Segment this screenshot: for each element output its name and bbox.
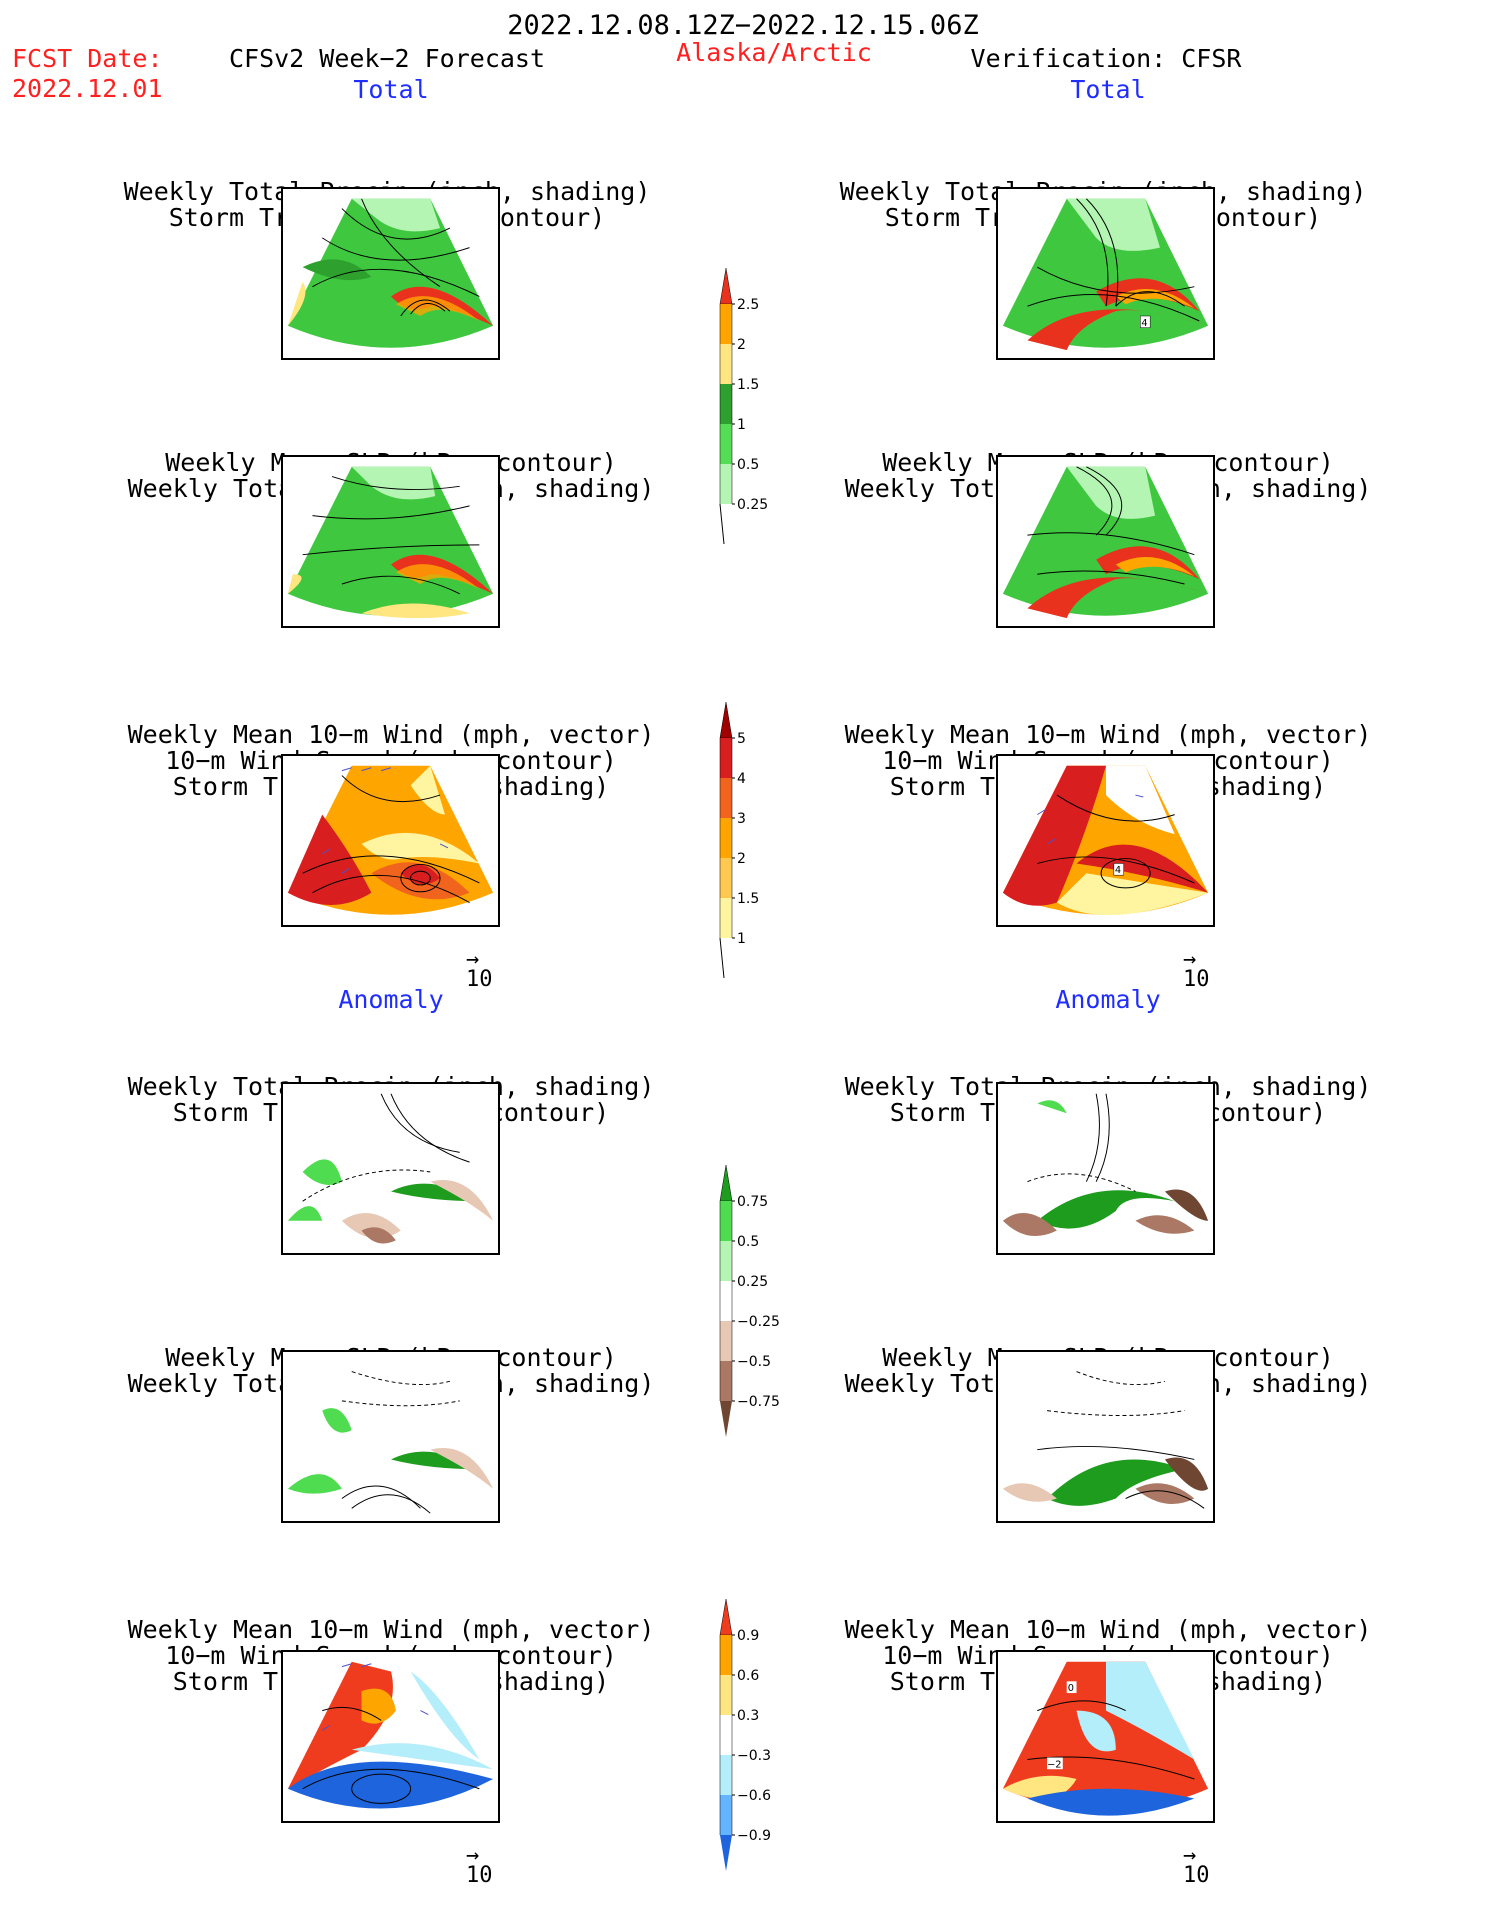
colorbar-label: 1 — [737, 417, 746, 433]
colorbar-label: 3 — [737, 811, 746, 827]
colorbar-label: 2.5 — [737, 297, 759, 313]
vector-ref-total-left: → 10 — [466, 947, 493, 993]
colorbar-segment — [719, 1164, 733, 1202]
anomaly-label-left: Anomaly — [338, 985, 444, 1014]
colorbar-segment — [720, 1401, 732, 1437]
colorbar-segment — [720, 1755, 732, 1795]
arrow-right-icon: → — [1183, 1843, 1197, 1868]
map-total-slp-verification — [996, 455, 1215, 628]
arrow-right-icon: → — [466, 947, 480, 972]
colorbar-label: 0.6 — [737, 1668, 759, 1684]
colorbar-label: −0.6 — [737, 1788, 771, 1804]
svg-text:4: 4 — [1141, 318, 1147, 329]
colorbar-label: −0.75 — [737, 1394, 780, 1410]
region-title: Alaska/Arctic — [676, 38, 872, 67]
colorbar-label: 0.5 — [737, 457, 759, 473]
colorbar-segment — [720, 858, 732, 898]
colorbar-segment — [720, 384, 732, 424]
colorbar-label: 0.9 — [737, 1628, 759, 1644]
colorbar-segment — [720, 898, 732, 938]
colorbar-label: 1.5 — [737, 377, 759, 393]
map-total-precip-verification: 4 — [996, 187, 1215, 360]
colorbar-total-precip: 2.5 2 1.5 1 0.5 0.25 — [719, 267, 790, 584]
arrow-right-icon: → — [466, 1843, 480, 1868]
anomaly-label-right: Anomaly — [1055, 985, 1161, 1014]
colorbar-segment — [720, 1361, 732, 1401]
total-label-left: Total — [353, 75, 429, 104]
colorbar-segment — [719, 267, 733, 305]
fcst-date-value: 2022.12.01 — [12, 74, 163, 103]
colorbar-tail — [719, 503, 725, 545]
map-total-slp-forecast — [281, 455, 500, 628]
colorbar-segment — [719, 701, 733, 739]
map-anom-slp-forecast — [281, 1350, 500, 1523]
colorbar-label: 4 — [737, 771, 746, 787]
map-anom-precip-verification — [996, 1082, 1215, 1255]
colorbar-segment — [720, 1675, 732, 1715]
colorbar-label: −0.25 — [737, 1314, 780, 1330]
colorbar-label: −0.3 — [737, 1748, 771, 1764]
total-label-right: Total — [1070, 75, 1146, 104]
map-total-precip-forecast — [281, 187, 500, 360]
map-anom-wind-forecast — [281, 1650, 500, 1823]
colorbar-segment — [720, 1835, 732, 1871]
colorbar-segment — [720, 1281, 732, 1321]
map-total-wind-verification: 4 — [996, 754, 1215, 927]
colorbar-segment — [720, 1635, 732, 1675]
map-anom-slp-verification — [996, 1350, 1215, 1523]
colorbar-label: 1 — [737, 931, 746, 947]
vector-ref-total-right: → 10 — [1183, 947, 1210, 993]
svg-text:−2: −2 — [1047, 1759, 1061, 1770]
colorbar-segment — [720, 1321, 732, 1361]
colorbar-label: 0.5 — [737, 1234, 759, 1250]
colorbar-segment — [720, 344, 732, 384]
colorbar-label: 0.25 — [737, 1274, 768, 1290]
colorbar-segment — [720, 1241, 732, 1281]
svg-text:0: 0 — [1068, 1683, 1074, 1694]
date-range-title: 2022.12.08.12Z−2022.12.15.06Z — [507, 10, 979, 41]
colorbar-segment — [720, 1795, 732, 1835]
map-total-wind-forecast — [281, 754, 500, 927]
arrow-right-icon: → — [1183, 947, 1197, 972]
colorbar-segment — [719, 1598, 733, 1636]
colorbar-tail — [719, 937, 725, 979]
colorbar-label: −0.5 — [737, 1354, 771, 1370]
colorbar-label: 5 — [737, 731, 746, 747]
colorbar-segment — [720, 424, 732, 464]
colorbar-segment — [720, 464, 732, 504]
vector-ref-anom-right: → 10 — [1183, 1843, 1210, 1889]
colorbar-total-storm: 5 4 3 2 1.5 1 — [719, 701, 790, 1018]
svg-text:4: 4 — [1115, 865, 1121, 876]
fcst-date-label: FCST Date: — [12, 44, 163, 73]
colorbar-label: 0.3 — [737, 1708, 759, 1724]
colorbar-segment — [720, 818, 732, 858]
colorbar-segment — [720, 738, 732, 778]
colorbar-label: 0.25 — [737, 497, 768, 513]
model-title: CFSv2 Week−2 Forecast — [228, 44, 546, 73]
colorbar-label: 1.5 — [737, 891, 759, 907]
colorbar-label: −0.9 — [737, 1828, 771, 1844]
map-anom-wind-verification: −2 0 — [996, 1650, 1215, 1823]
colorbar-segment — [720, 304, 732, 344]
verification-title: Verification: CFSR — [970, 44, 1242, 73]
colorbar-segment — [720, 778, 732, 818]
colorbar-anom-storm: 0.9 0.6 0.3 −0.3 −0.6 −0.9 — [719, 1598, 790, 1911]
map-anom-precip-forecast — [281, 1082, 500, 1255]
colorbar-segment — [720, 1201, 732, 1241]
colorbar-label: 0.75 — [737, 1194, 768, 1210]
colorbar-label: 2 — [737, 337, 746, 353]
vector-ref-anom-left: → 10 — [466, 1843, 493, 1889]
colorbar-segment — [720, 1715, 732, 1755]
colorbar-label: 2 — [737, 851, 746, 867]
colorbar-anom-precip: 0.75 0.5 0.25 −0.25 −0.5 −0.75 — [719, 1164, 790, 1477]
